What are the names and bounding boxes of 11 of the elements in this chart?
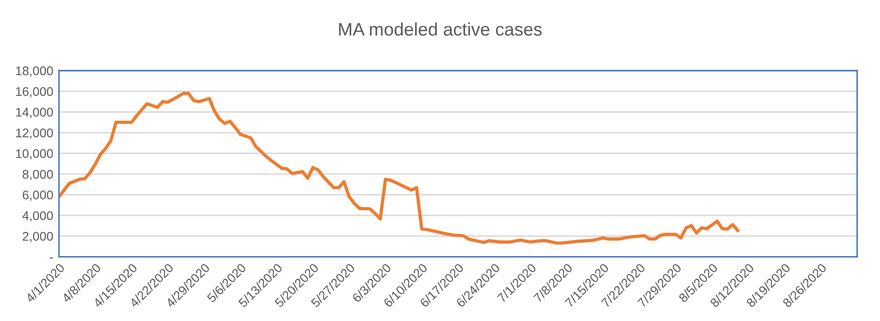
y-tick-label: 2,000 <box>22 232 53 242</box>
y-tick-label: 8,000 <box>22 170 53 180</box>
y-tick-label: 4,000 <box>22 211 53 222</box>
line-series <box>58 92 740 245</box>
y-tick-label: 10,000 <box>16 149 53 160</box>
y-tick-label: 14,000 <box>16 108 53 118</box>
y-tick-label: 16,000 <box>16 87 53 98</box>
y-tick-label: 6,000 <box>22 190 53 201</box>
chart-title: MA modeled active cases <box>339 22 542 36</box>
y-tick-label: 12,000 <box>16 128 53 139</box>
y-tick-label: 18,000 <box>16 66 53 77</box>
